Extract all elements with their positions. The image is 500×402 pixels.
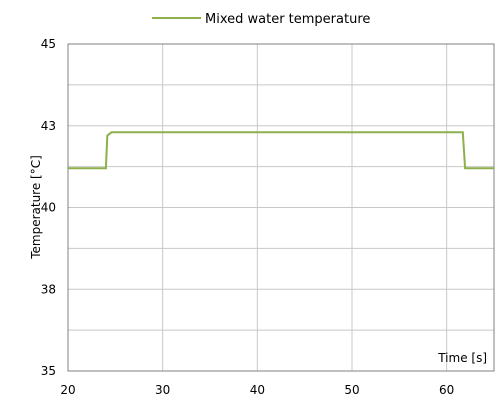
x-axis-ticks: 20 30 40 50 60 (60, 383, 454, 397)
y-tick-label: 38 (41, 282, 56, 296)
y-tick-label: 45 (41, 37, 56, 51)
series-line (68, 131, 494, 170)
y-tick-label: 40 (41, 201, 56, 215)
plot-area (67, 43, 495, 372)
y-tick-label: 35 (41, 364, 56, 378)
x-tick-label: 40 (250, 383, 265, 397)
legend: Mixed water temperature (152, 12, 370, 27)
x-tick-label: 20 (60, 383, 75, 397)
series-group (68, 131, 494, 170)
y-tick-label: 43 (41, 119, 56, 133)
grid (68, 44, 494, 371)
x-tick-label: 50 (344, 383, 359, 397)
y-axis-ticks: 35 38 40 43 45 (41, 37, 56, 378)
x-axis-label: Time [s] (437, 351, 487, 365)
x-tick-label: 60 (439, 383, 454, 397)
legend-label: Mixed water temperature (205, 12, 370, 27)
y-axis-label: Temperature [°C] (29, 155, 43, 260)
x-tick-label: 30 (155, 383, 170, 397)
